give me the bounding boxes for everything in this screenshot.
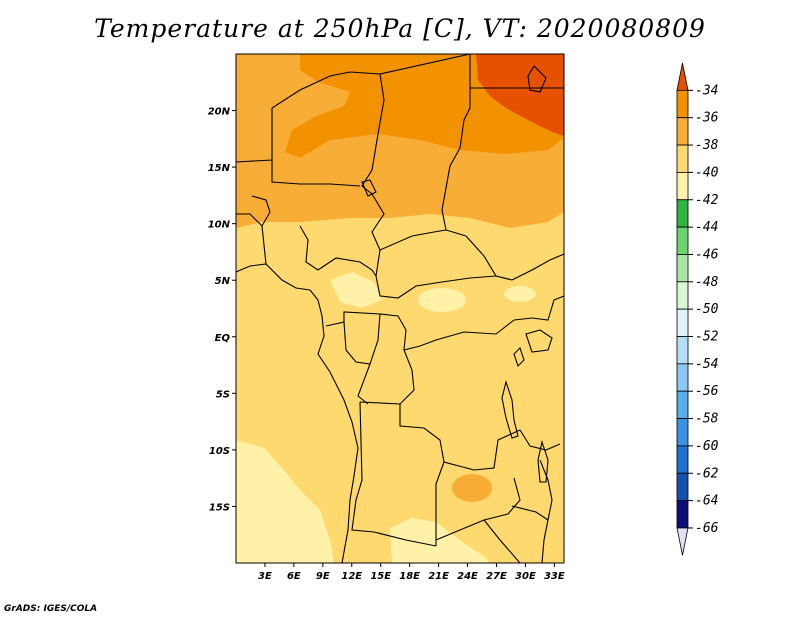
colorbar-swatch (676, 254, 689, 283)
grads-credit: GrADS: IGES/COLA (4, 604, 98, 614)
lon-tick-label: 18E (399, 571, 420, 582)
field-patch-42-44-east (504, 286, 536, 302)
lake-chad (361, 179, 377, 197)
colorbar-swatch (676, 89, 689, 119)
map-frame (235, 53, 565, 564)
lat-tick-label: 15N (208, 163, 231, 174)
latitude-axis: 20N 15N 10N 5N EQ 5S 10S 15S (208, 107, 236, 513)
colorbar-swatch (676, 62, 689, 91)
colorbar-label: -58 (695, 412, 719, 427)
longitude-axis: 3E 6E 9E 12E 15E 18E 21E 24E 27E 30E 33E (258, 563, 565, 582)
colorbar-label: -56 (695, 384, 719, 399)
lake-tanganyika (501, 380, 519, 439)
lat-tick-label: 10N (208, 220, 231, 231)
lon-tick-label: 6E (287, 571, 301, 582)
colorbar-label: -42 (695, 193, 719, 208)
map-title: Temperature at 250hPa [C], VT: 202008080… (94, 14, 706, 43)
colorbar-label: -36 (695, 111, 719, 126)
colorbar-swatch (676, 199, 689, 228)
colorbar-swatch (676, 117, 689, 146)
colorbar-label: -50 (695, 302, 719, 317)
lake-victoria (525, 329, 553, 353)
colorbar-label: -44 (695, 220, 718, 235)
colorbar-swatch (676, 144, 689, 173)
colorbar-swatch (676, 445, 689, 474)
colorbar-label: -66 (695, 521, 719, 536)
colorbar-swatch (676, 472, 689, 502)
colorbar-label: -52 (695, 330, 719, 345)
temperature-field (236, 54, 564, 563)
lat-tick-label: 5S (216, 389, 230, 400)
lon-tick-label: 24E (457, 571, 478, 582)
lakes (361, 65, 553, 521)
lake-kivu (513, 346, 525, 368)
lat-tick-label: 15S (209, 502, 230, 513)
lon-tick-label: 3E (258, 571, 272, 582)
borders (236, 54, 564, 563)
field-patch-42-44-congo (418, 288, 466, 312)
lat-tick-label: EQ (215, 333, 231, 344)
colorbar-swatch (676, 171, 689, 201)
colorbar-label: -38 (695, 138, 719, 153)
lon-tick-label: 12E (341, 571, 362, 582)
lat-tick-label: 10S (209, 446, 230, 457)
field-patch-42-44-center (330, 272, 382, 308)
lake-kariba (511, 505, 549, 521)
colorbar-swatch (676, 500, 689, 529)
colorbar-swatch (676, 308, 689, 337)
colorbar-swatch (676, 418, 689, 447)
field-patch-42-44-west (236, 440, 334, 563)
field-patch-42-44-south (390, 518, 490, 563)
lon-tick-label: 27E (486, 571, 507, 582)
lon-tick-label: 21E (428, 571, 449, 582)
lat-tick-label: 5N (215, 276, 231, 287)
colorbar: -34 -36 -38 -40 -42 -44 -46 -48 -50 -52 -54 -56 -58 -… (676, 62, 719, 556)
colorbar-label: -40 (695, 165, 719, 180)
lon-tick-label: 33E (544, 571, 565, 582)
colorbar-label: -34 (695, 83, 718, 98)
colorbar-swatch (676, 390, 689, 419)
colorbar-label: -54 (695, 357, 718, 372)
lake-malawi (537, 439, 549, 483)
colorbar-swatch (676, 336, 689, 365)
colorbar-swatch (676, 281, 689, 310)
colorbar-label: -60 (695, 439, 719, 454)
colorbar-label: -46 (695, 247, 719, 262)
lat-tick-label: 20N (208, 107, 231, 118)
colorbar-swatch (676, 363, 689, 392)
lake-nasser (527, 65, 547, 93)
lon-tick-label: 15E (370, 571, 391, 582)
field-patch-38-40-south (452, 474, 492, 502)
colorbar-label: -62 (695, 466, 719, 481)
colorbar-swatch (676, 527, 689, 556)
colorbar-label: -48 (695, 275, 719, 290)
colorbar-label: -64 (695, 494, 718, 509)
colorbar-swatch (676, 226, 689, 255)
lon-tick-label: 30E (515, 571, 536, 582)
lon-tick-label: 9E (316, 571, 330, 582)
